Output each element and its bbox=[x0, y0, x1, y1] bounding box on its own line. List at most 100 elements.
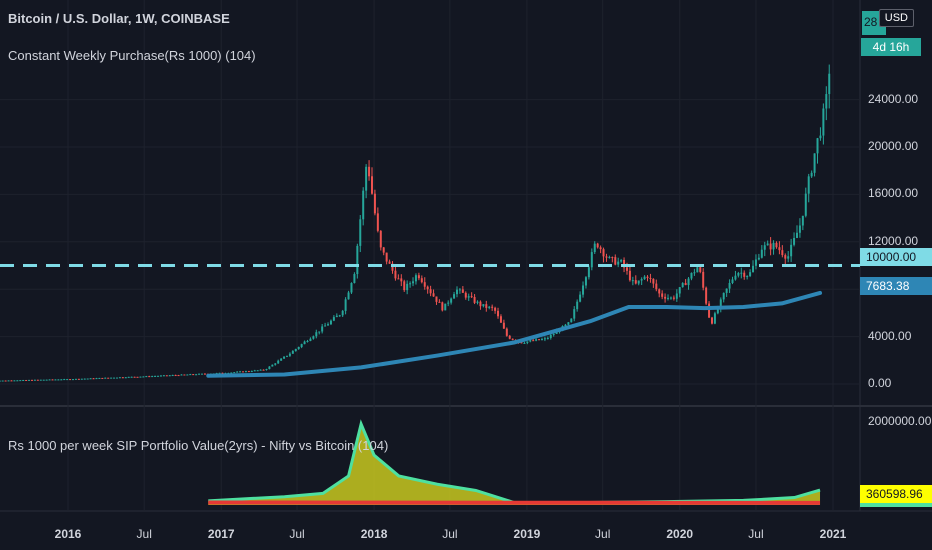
x-tick-label: 2018 bbox=[360, 527, 388, 541]
candle-body bbox=[403, 281, 406, 291]
candle-body bbox=[397, 278, 400, 280]
candle-body bbox=[104, 377, 107, 379]
candle-body bbox=[681, 283, 684, 288]
candle-body bbox=[699, 267, 702, 272]
x-tick-label: Jul bbox=[748, 527, 764, 541]
lower-y-tick-label: 2000000.00 bbox=[868, 414, 932, 428]
candle-body bbox=[655, 283, 658, 290]
btc-portfolio-area bbox=[208, 424, 821, 505]
candle-body bbox=[429, 289, 432, 294]
candle-body bbox=[356, 245, 359, 275]
portfolio-value-label: 360598.96 bbox=[860, 485, 932, 503]
candle-body bbox=[637, 280, 640, 284]
lower-indicator-title[interactable]: Rs 1000 per week SIP Portfolio Value(2yr… bbox=[8, 438, 389, 453]
bar-countdown: 4d 16h bbox=[861, 38, 921, 56]
candle-body bbox=[362, 190, 365, 220]
candle-body bbox=[274, 363, 277, 365]
candle-body bbox=[479, 301, 482, 307]
candle-body bbox=[162, 375, 165, 377]
candle-body bbox=[793, 237, 796, 245]
candle-body bbox=[239, 371, 242, 373]
candle-body bbox=[388, 261, 391, 264]
candle-body bbox=[494, 307, 497, 311]
candle-body bbox=[652, 278, 655, 284]
candle-body bbox=[69, 379, 72, 381]
candle-body bbox=[804, 193, 807, 216]
candle-body bbox=[30, 379, 33, 381]
candle-body bbox=[825, 94, 828, 109]
candle-body bbox=[455, 289, 458, 295]
candle-body bbox=[39, 379, 42, 381]
candle-body bbox=[312, 336, 315, 339]
candle-body bbox=[599, 247, 602, 250]
candle-body bbox=[236, 371, 239, 373]
currency-button[interactable]: USD bbox=[878, 9, 914, 27]
candle-body bbox=[602, 249, 605, 257]
candle-body bbox=[461, 289, 464, 293]
candle-body bbox=[180, 374, 183, 376]
candle-body bbox=[620, 259, 623, 262]
candle-body bbox=[746, 276, 749, 278]
x-tick-label: 2021 bbox=[819, 527, 847, 541]
candle-body bbox=[283, 356, 286, 359]
candle-body bbox=[165, 375, 168, 377]
candle-body bbox=[696, 267, 699, 273]
candle-body bbox=[118, 377, 121, 379]
candle-body bbox=[306, 340, 309, 342]
candle-body bbox=[60, 379, 63, 381]
x-tick-label: 2019 bbox=[513, 527, 541, 541]
candle-body bbox=[567, 322, 570, 325]
candle-body bbox=[391, 263, 394, 271]
candle-body bbox=[247, 371, 250, 373]
candle-body bbox=[593, 243, 596, 253]
candle-body bbox=[664, 296, 667, 299]
candle-body bbox=[13, 380, 16, 382]
candle-body bbox=[195, 374, 198, 376]
candle-body bbox=[136, 376, 139, 378]
candle-body bbox=[280, 358, 283, 361]
candle-body bbox=[412, 281, 415, 284]
candle-body bbox=[564, 324, 567, 327]
candle-body bbox=[643, 276, 646, 280]
candle-body bbox=[189, 374, 192, 376]
candle-body bbox=[708, 303, 711, 318]
candle-body bbox=[617, 261, 620, 265]
candle-body bbox=[476, 301, 479, 303]
candle-body bbox=[268, 366, 271, 370]
candle-body bbox=[432, 293, 435, 297]
candle-body bbox=[341, 310, 344, 316]
candle-body bbox=[368, 166, 371, 177]
candle-body bbox=[121, 377, 124, 379]
candle-body bbox=[690, 272, 693, 279]
candle-body bbox=[549, 334, 552, 338]
candle-body bbox=[259, 369, 262, 371]
candle-body bbox=[579, 294, 582, 302]
x-tick-label: 2016 bbox=[54, 527, 82, 541]
candle-body bbox=[157, 375, 160, 377]
ma-value-label: 7683.38 bbox=[860, 277, 932, 295]
candle-body bbox=[192, 374, 195, 376]
candle-body bbox=[467, 296, 470, 298]
candle-body bbox=[382, 247, 385, 253]
symbol-title[interactable]: Bitcoin / U.S. Dollar, 1W, COINBASE bbox=[8, 11, 230, 26]
candle-body bbox=[86, 378, 89, 380]
candle-body bbox=[63, 379, 66, 381]
candle-body bbox=[414, 275, 417, 282]
candle-body bbox=[154, 375, 157, 377]
candle-body bbox=[400, 278, 403, 282]
candle-body bbox=[772, 242, 775, 250]
candle-body bbox=[45, 379, 48, 381]
candle-body bbox=[752, 265, 755, 273]
candle-body bbox=[491, 306, 494, 308]
candle-body bbox=[171, 375, 174, 377]
candle-body bbox=[453, 294, 456, 299]
candle-body bbox=[139, 376, 142, 378]
x-tick-label: Jul bbox=[442, 527, 458, 541]
candle-body bbox=[667, 297, 670, 299]
candle-body bbox=[151, 376, 154, 378]
candle-body bbox=[625, 267, 628, 271]
candle-body bbox=[766, 243, 769, 246]
indicator-title[interactable]: Constant Weekly Purchase(Rs 1000) (104) bbox=[8, 48, 256, 63]
candle-body bbox=[370, 176, 373, 194]
